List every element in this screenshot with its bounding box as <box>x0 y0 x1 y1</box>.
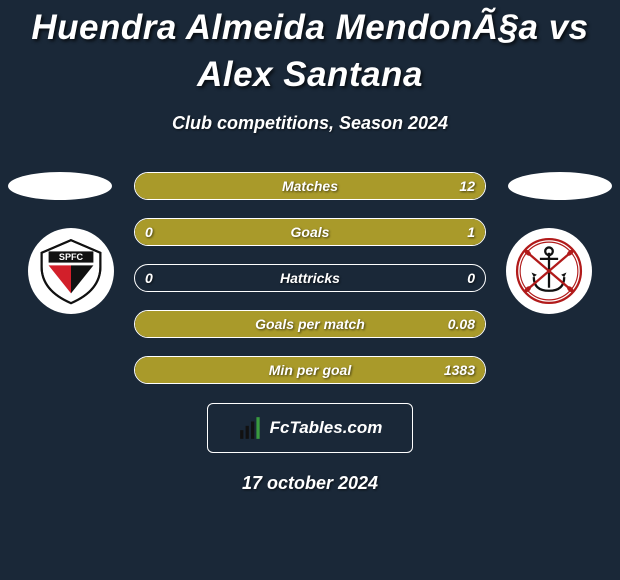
stat-row: 0 Goals 1 <box>134 218 486 246</box>
player-right-ellipse <box>508 172 612 200</box>
stat-label: Hattricks <box>280 270 340 286</box>
stat-value-left: 0 <box>145 224 153 240</box>
spfc-badge-icon: SPFC <box>36 236 106 306</box>
brand-text: FcTables.com <box>270 418 383 438</box>
brand-chart-icon <box>238 415 264 441</box>
stat-value-left: 0 <box>145 270 153 286</box>
stat-label: Goals per match <box>255 316 365 332</box>
stat-value-right: 1383 <box>444 362 475 378</box>
stat-label: Min per goal <box>269 362 351 378</box>
stat-label: Matches <box>282 178 338 194</box>
spfc-badge: SPFC <box>28 228 114 314</box>
stats-area: SPFC <box>0 172 620 402</box>
brand-box[interactable]: FcTables.com <box>207 403 413 453</box>
stat-row: Goals per match 0.08 <box>134 310 486 338</box>
svg-text:SPFC: SPFC <box>59 251 84 261</box>
corinthians-badge <box>506 228 592 314</box>
stat-value-right: 0 <box>467 270 475 286</box>
player-left-ellipse <box>8 172 112 200</box>
stat-value-right: 1 <box>467 224 475 240</box>
stat-row: Min per goal 1383 <box>134 356 486 384</box>
subtitle: Club competitions, Season 2024 <box>0 113 620 134</box>
page-title: Huendra Almeida MendonÃ§a vs Alex Santan… <box>0 0 620 99</box>
stat-row: 0 Hattricks 0 <box>134 264 486 292</box>
stat-value-right: 12 <box>459 178 475 194</box>
stat-row: Matches 12 <box>134 172 486 200</box>
stat-label: Goals <box>291 224 330 240</box>
date: 17 october 2024 <box>0 473 620 494</box>
corinthians-badge-icon <box>511 233 587 309</box>
stats-rows: Matches 12 0 Goals 1 0 Hattricks 0 Goals per mat… <box>134 172 486 402</box>
stat-value-right: 0.08 <box>448 316 475 332</box>
